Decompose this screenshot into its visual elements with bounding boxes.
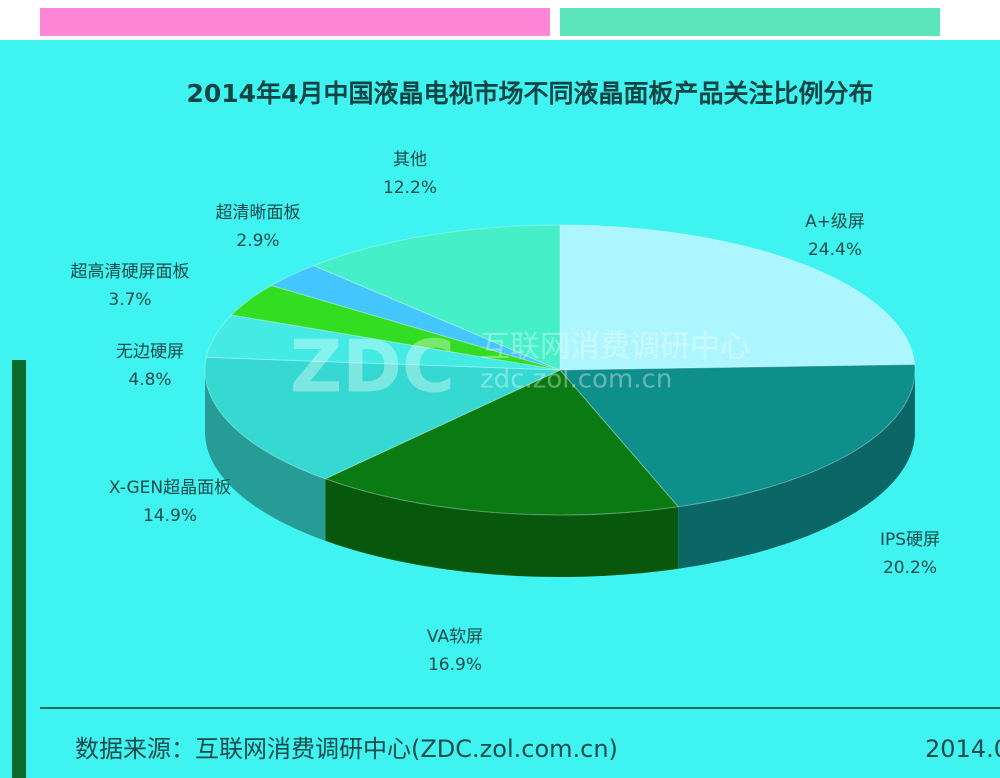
slice-label: 无边硬屏 <box>116 342 184 362</box>
slice-side <box>205 370 326 541</box>
slice <box>558 364 916 508</box>
chart-title: 2014年4月中国液晶电视市场不同液晶面板产品关注比例分布 <box>187 79 874 108</box>
watermark-logo: ZDC <box>290 325 455 409</box>
slice-value: 14.9% <box>143 506 197 526</box>
slice-value: 4.8% <box>128 370 171 390</box>
slice-label: 其他 <box>393 150 427 170</box>
slice <box>230 284 561 371</box>
slice-side <box>325 478 679 577</box>
slice-label: X-GEN超晶面板 <box>109 478 231 498</box>
date: 2014.0 <box>925 735 1000 763</box>
top-strip-right <box>560 8 940 36</box>
slice <box>312 224 561 371</box>
slice <box>270 265 561 371</box>
watermark-url: zdc.zol.com.cn <box>480 365 672 395</box>
source: 数据来源：互联网消费调研中心(ZDC.zol.com.cn) <box>75 735 618 763</box>
watermark-name: 互联网消费调研中心 <box>480 330 750 365</box>
slice-side <box>678 370 915 569</box>
slice <box>205 314 561 371</box>
slice-value: 3.7% <box>108 290 151 310</box>
slice-value: 12.2% <box>383 178 437 198</box>
slice-label: 超高清硬屏面板 <box>71 262 190 282</box>
slice <box>559 224 916 371</box>
slice-value: 2.9% <box>236 231 279 251</box>
top-strip-left <box>40 8 550 36</box>
slice-value: 16.9% <box>428 655 482 675</box>
slice-label: VA软屏 <box>427 627 483 647</box>
slice-label: A+级屏 <box>805 212 865 232</box>
pie <box>204 224 916 577</box>
slice-label: 超清晰面板 <box>216 203 301 223</box>
slice <box>323 369 680 516</box>
slice-label: IPS硬屏 <box>880 530 940 550</box>
slice <box>204 356 561 480</box>
slice-value: 20.2% <box>883 558 937 578</box>
slice-value: 24.4% <box>808 240 862 260</box>
left-stripe <box>12 360 26 778</box>
